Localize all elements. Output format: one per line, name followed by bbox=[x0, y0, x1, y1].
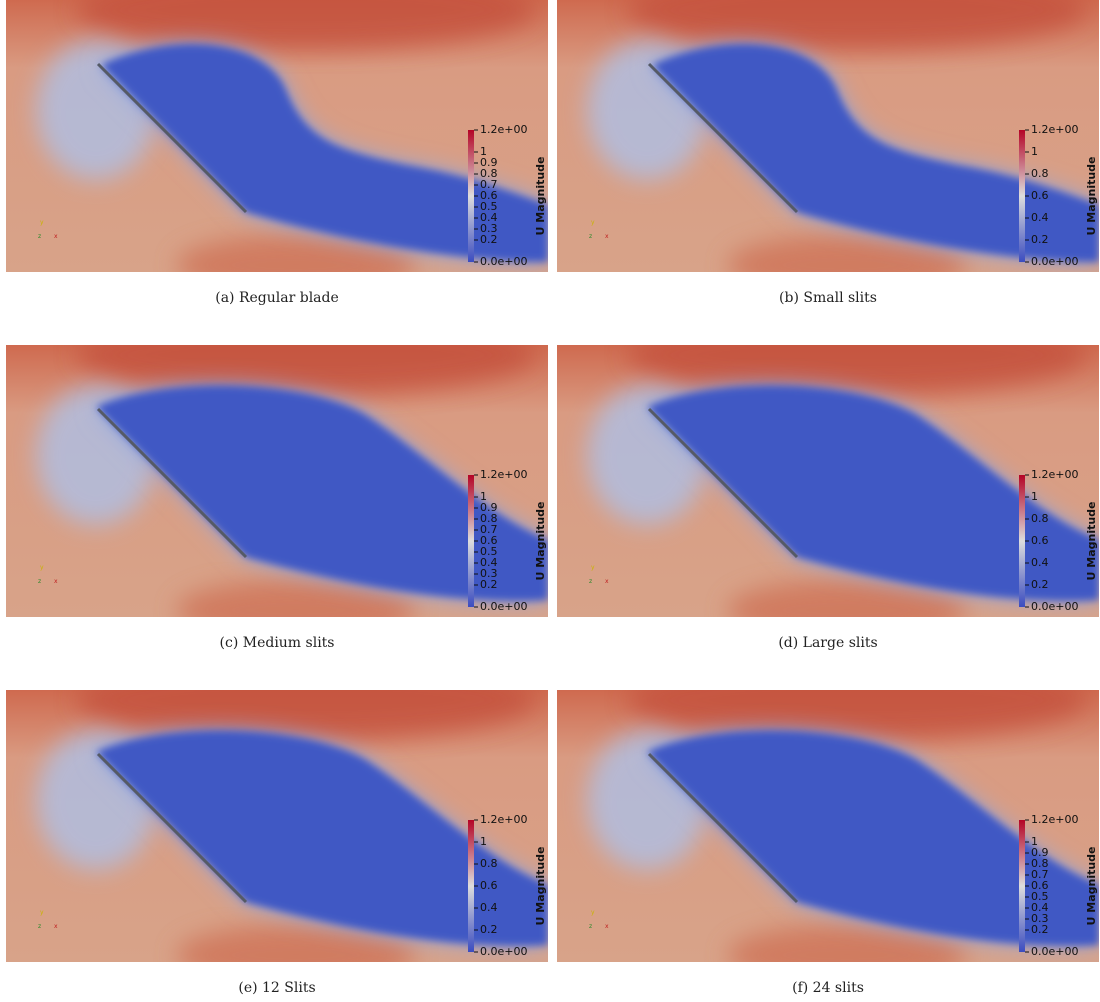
colorbar-tick-label: 0.0e+00 bbox=[480, 945, 527, 958]
colorbar-tick-label: 0.2 bbox=[480, 578, 498, 591]
colorbar-tick-label: 0.0e+00 bbox=[1031, 255, 1078, 268]
colorbar-tick-label: 0.2 bbox=[1031, 578, 1049, 591]
axis-label: y bbox=[591, 909, 595, 916]
high-velocity bbox=[627, 315, 1087, 395]
colorbar-tick-label: 0.8 bbox=[1031, 167, 1049, 180]
flow-field bbox=[557, 0, 1099, 295]
colorbar-title: U Magnitude bbox=[534, 501, 547, 580]
colorbar bbox=[468, 820, 474, 952]
caption: (f) 24 slits bbox=[792, 980, 864, 996]
colorbar bbox=[1019, 820, 1025, 952]
axis-label: x bbox=[605, 923, 609, 930]
caption: (e) 12 Slits bbox=[238, 980, 315, 996]
axis-label: y bbox=[40, 909, 44, 916]
colorbar-tick-label: 0.0e+00 bbox=[1031, 600, 1078, 613]
flow-panel: yz x 1.2e+00 1 0.8 0.6 0.4 0.2 0.0e+00 U Magnitud… bbox=[6, 660, 548, 985]
colorbar bbox=[1019, 130, 1025, 262]
colorbar-tick-label: 1.2e+00 bbox=[480, 468, 527, 481]
colorbar-tick-label: 1 bbox=[480, 835, 487, 848]
axis-label: z bbox=[38, 578, 41, 585]
colorbar-tick-label: 0.8 bbox=[1031, 512, 1049, 525]
colorbar-tick-label: 1 bbox=[1031, 490, 1038, 503]
colorbar-tick-label: 0.4 bbox=[1031, 556, 1049, 569]
axis-label: z bbox=[589, 578, 592, 585]
axis-label: y bbox=[591, 564, 595, 571]
colorbar-tick-label: 0.0e+00 bbox=[480, 255, 527, 268]
axis-label: y bbox=[591, 219, 595, 226]
colorbar-tick-label: 0.2 bbox=[1031, 923, 1049, 936]
axis-label: x bbox=[605, 578, 609, 585]
flow-field bbox=[6, 0, 548, 295]
high-velocity bbox=[76, 315, 536, 395]
high-velocity bbox=[176, 925, 416, 985]
flow-field bbox=[6, 660, 548, 985]
colorbar-title: U Magnitude bbox=[1085, 501, 1098, 580]
axis-label: z bbox=[38, 923, 41, 930]
colorbar-tick-label: 1.2e+00 bbox=[1031, 468, 1078, 481]
axis-label: z bbox=[38, 233, 41, 240]
colorbar-tick-label: 0.6 bbox=[1031, 534, 1049, 547]
figure: yzx1.2e+0010.90.80.70.60.50.40.30.20.0e+… bbox=[0, 0, 1100, 1002]
caption: (b) Small slits bbox=[779, 290, 877, 306]
colorbar-tick-label: 0.2 bbox=[480, 233, 498, 246]
colorbar bbox=[1019, 475, 1025, 607]
axis-label: x bbox=[54, 923, 58, 930]
axis-label: z bbox=[589, 233, 592, 240]
colorbar-tick-label: 1.2e+00 bbox=[1031, 813, 1078, 826]
high-velocity bbox=[727, 580, 967, 640]
caption: (a) Regular blade bbox=[215, 290, 339, 306]
high-velocity bbox=[76, 660, 536, 740]
high-velocity bbox=[176, 580, 416, 640]
flow-panel: yz x 1.2e+00 1 0.8 0.6 0.4 0.2 0.0e+00 U Magnitud… bbox=[557, 315, 1099, 640]
colorbar-tick-label: 0.8 bbox=[480, 857, 498, 870]
axis-label: y bbox=[40, 564, 44, 571]
colorbar-tick-label: 0.2 bbox=[480, 923, 498, 936]
colorbar-tick-label: 1.2e+00 bbox=[480, 123, 527, 136]
colorbar bbox=[468, 475, 474, 607]
flow-field bbox=[557, 660, 1099, 985]
axis-label: x bbox=[54, 233, 58, 240]
colorbar-tick-label: 0.0e+00 bbox=[480, 600, 527, 613]
colorbar-title: U Magnitude bbox=[534, 156, 547, 235]
colorbar-tick-label: 1.2e+00 bbox=[1031, 123, 1078, 136]
colorbar-tick-label: 0.6 bbox=[480, 879, 498, 892]
colorbar-tick-label: 0.6 bbox=[1031, 189, 1049, 202]
colorbar-tick-label: 1.2e+00 bbox=[480, 813, 527, 826]
axis-label: x bbox=[605, 233, 609, 240]
colorbar-title: U Magnitude bbox=[1085, 156, 1098, 235]
flow-field bbox=[557, 315, 1099, 640]
flow-field bbox=[6, 315, 548, 640]
colorbar-tick-label: 0.4 bbox=[1031, 211, 1049, 224]
caption: (c) Medium slits bbox=[220, 635, 335, 651]
high-velocity bbox=[727, 925, 967, 985]
axis-label: y bbox=[40, 219, 44, 226]
colorbar-tick-label: 1 bbox=[1031, 145, 1038, 158]
colorbar-tick-label: 0.0e+00 bbox=[1031, 945, 1078, 958]
axis-label: z bbox=[589, 923, 592, 930]
colorbar-tick-label: 0.4 bbox=[480, 901, 498, 914]
colorbar bbox=[468, 130, 474, 262]
high-velocity bbox=[627, 660, 1087, 740]
colorbar-tick-label: 0.2 bbox=[1031, 233, 1049, 246]
colorbar-title: U Magnitude bbox=[1085, 846, 1098, 925]
caption: (d) Large slits bbox=[778, 635, 877, 651]
colorbar-title: U Magnitude bbox=[534, 846, 547, 925]
axis-label: x bbox=[54, 578, 58, 585]
flow-panel: yz x 1.2e+00 1 0.8 0.6 0.4 0.2 0.0e+00 U Magnitud… bbox=[557, 0, 1099, 295]
